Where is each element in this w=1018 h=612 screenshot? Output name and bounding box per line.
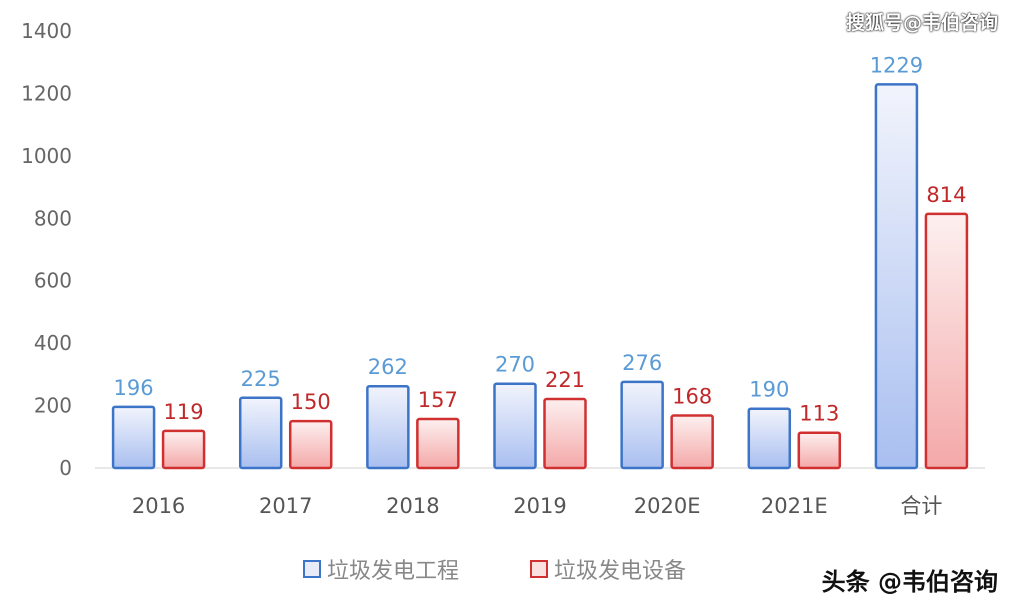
bar (670, 414, 714, 470)
x-tick-label: 2021E (761, 494, 828, 518)
y-tick-label: 800 (34, 206, 72, 230)
y-tick-label: 200 (34, 394, 72, 418)
x-tick-label: 2020E (634, 494, 701, 518)
watermark-top: 搜狐号@韦伯咨询 (845, 12, 998, 34)
legend-item-equipment: 垃圾发电设备 (530, 553, 686, 585)
bar (924, 212, 969, 470)
bar (543, 397, 587, 470)
bar (161, 429, 206, 470)
data-label: 150 (291, 390, 331, 414)
x-tick-label: 2018 (386, 494, 439, 518)
legend-item-engineering: 垃圾发电工程 (303, 553, 459, 585)
data-label: 262 (368, 355, 408, 379)
data-label: 1229 (870, 53, 923, 77)
bar (493, 382, 537, 470)
data-label: 119 (164, 400, 204, 424)
bar (111, 405, 156, 470)
bar (747, 407, 792, 470)
legend-swatch-red (530, 560, 548, 578)
data-label: 270 (495, 353, 535, 377)
bar (238, 396, 283, 470)
x-tick-label: 合计 (900, 494, 942, 518)
data-label: 113 (799, 402, 839, 426)
y-tick-label: 1400 (21, 19, 72, 43)
y-tick-label: 1200 (21, 81, 72, 105)
bar (797, 431, 842, 470)
data-label: 221 (545, 368, 585, 392)
watermark-bottom: 头条 @韦伯咨询 (821, 568, 998, 596)
x-tick-label: 2017 (259, 494, 312, 518)
bar (288, 419, 333, 470)
y-tick-label: 400 (34, 331, 72, 355)
x-tick-label: 2019 (513, 494, 566, 518)
data-label: 225 (241, 367, 281, 391)
bar (366, 384, 410, 470)
data-label: 276 (622, 351, 662, 375)
data-label: 190 (749, 378, 789, 402)
legend-swatch-blue (303, 560, 321, 578)
bar (620, 380, 664, 470)
data-label: 157 (418, 388, 458, 412)
data-label: 814 (926, 183, 966, 207)
y-tick-label: 0 (59, 456, 72, 480)
bar (874, 83, 919, 470)
data-label: 196 (114, 376, 154, 400)
x-tick-label: 2016 (132, 494, 185, 518)
y-tick-label: 600 (34, 269, 72, 293)
legend-label: 垃圾发电设备 (554, 559, 687, 584)
y-tick-label: 1000 (21, 144, 72, 168)
bar (416, 417, 460, 470)
data-label: 168 (672, 385, 712, 409)
legend-label: 垃圾发电工程 (327, 559, 460, 584)
